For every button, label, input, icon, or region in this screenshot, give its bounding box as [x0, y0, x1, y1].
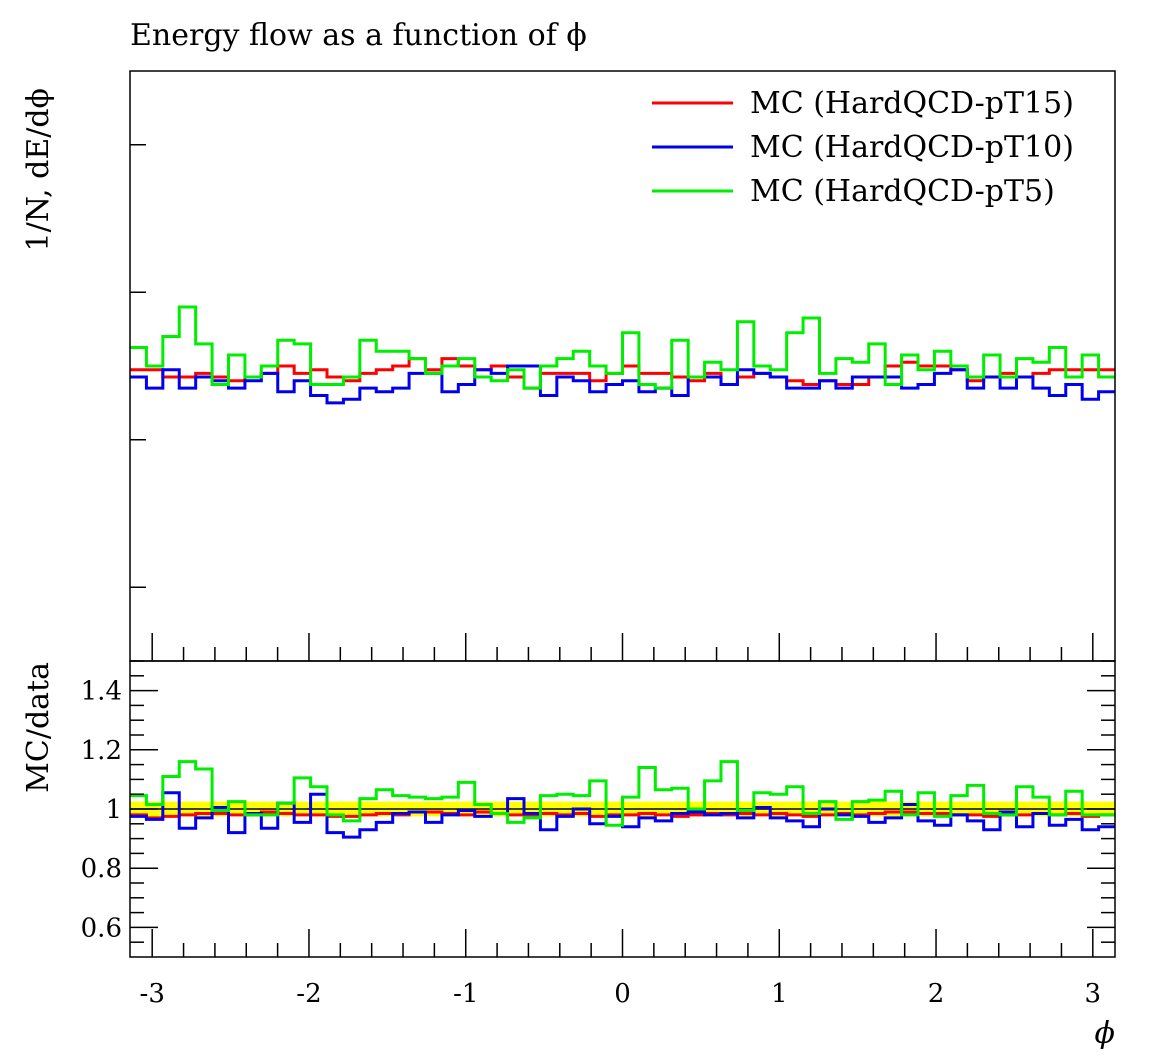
y-axis-title: 1/N, dE/dϕ [21, 88, 56, 251]
ratio-plot-frame: -3 -2 -1 0 1 2 3 0.6 0.8 1 1.2 1.4 [81, 660, 1116, 1009]
ratio-y-tick-label: 1.2 [81, 736, 122, 766]
x-tick-label: 3 [1085, 979, 1102, 1009]
legend: MC (HardQCD-pT15) MC (HardQCD-pT10) MC (Ha… [652, 86, 1074, 209]
ratio-y-tick-label: 0.8 [81, 854, 122, 884]
ratio-series-line-2 [130, 760, 1115, 827]
x-tick-label: 2 [928, 979, 945, 1009]
chart-title: Energy flow as a function of ϕ [130, 18, 587, 53]
x-tick-label: 1 [771, 979, 788, 1009]
x-tick-label: -3 [140, 979, 165, 1009]
ratio-y-tick-label: 1 [105, 795, 122, 825]
x-tick-label: -1 [453, 979, 478, 1009]
x-tick-label: -2 [296, 979, 321, 1009]
x-tick-label: 0 [614, 979, 631, 1009]
legend-label-0: MC (HardQCD-pT15) [750, 86, 1074, 121]
x-axis-title: ϕ [1095, 1016, 1115, 1051]
ratio-y-axis-title: MC/data [21, 662, 56, 793]
main-series-line-1 [130, 364, 1115, 405]
legend-label-1: MC (HardQCD-pT10) [750, 130, 1074, 165]
main-series-line-2 [130, 305, 1115, 390]
ratio-y-tick-label: 1.4 [81, 677, 122, 707]
ratio-y-tick-label: 0.6 [81, 913, 122, 943]
legend-label-2: MC (HardQCD-pT5) [750, 174, 1055, 209]
